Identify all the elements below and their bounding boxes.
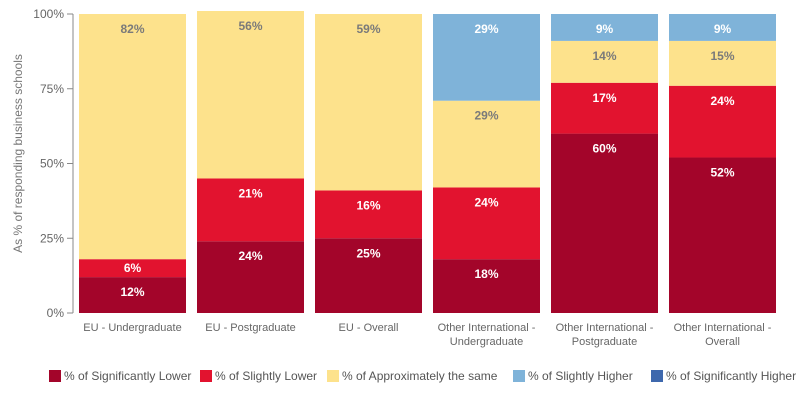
legend-label: % of Approximately the same bbox=[342, 369, 498, 383]
y-tick-label: 75% bbox=[40, 82, 64, 96]
bar-segment bbox=[433, 100, 540, 188]
legend-label: % of Slightly Higher bbox=[528, 369, 633, 383]
category-labels: EU - Undergraduate EU - Postgraduate EU - … bbox=[83, 322, 771, 348]
y-axis-ticks: 0% 25% 50% 75% 100% bbox=[33, 7, 74, 320]
data-label: 9% bbox=[714, 22, 732, 36]
data-label: 60% bbox=[592, 142, 616, 156]
y-tick-label: 50% bbox=[40, 157, 64, 171]
data-label: 29% bbox=[474, 22, 498, 36]
data-label: 56% bbox=[238, 19, 262, 33]
category-label: Other International -Overall bbox=[674, 322, 772, 348]
legend-label: % of Slightly Lower bbox=[215, 369, 317, 383]
category-label: Other International -Undergraduate bbox=[438, 322, 536, 348]
data-label: 14% bbox=[592, 49, 616, 63]
bar-segment bbox=[315, 190, 422, 239]
legend-label: % of Significantly Lower bbox=[64, 369, 191, 383]
legend-label: % of Significantly Higher bbox=[666, 369, 796, 383]
bar-segment bbox=[79, 14, 186, 260]
legend-swatch bbox=[49, 370, 61, 382]
data-label: 29% bbox=[474, 109, 498, 123]
data-label: 25% bbox=[356, 246, 380, 260]
legend-swatch bbox=[651, 370, 663, 382]
bars bbox=[79, 11, 776, 313]
data-labels: 12% 6% 82% 24% 21% 56% 25% 16% 59% 18% 24% 29% 29% 60… bbox=[120, 19, 734, 299]
legend-item: % of Significantly Lower bbox=[49, 369, 191, 383]
bar-segment bbox=[551, 14, 658, 41]
bar-segment bbox=[79, 277, 186, 313]
data-label: 59% bbox=[356, 22, 380, 36]
data-label: 9% bbox=[596, 22, 614, 36]
category-label: EU - Overall bbox=[339, 322, 399, 334]
category-label: Other International -Postgraduate bbox=[556, 322, 654, 348]
data-label: 24% bbox=[710, 94, 734, 108]
legend: % of Significantly Lower % of Slightly Lo… bbox=[49, 369, 796, 383]
data-label: 21% bbox=[238, 186, 262, 200]
y-tick-label: 25% bbox=[40, 231, 64, 245]
y-axis-title: As % of responding business schools bbox=[11, 54, 25, 253]
bar-segment bbox=[669, 14, 776, 41]
bar-segment bbox=[669, 40, 776, 86]
bar-segment bbox=[551, 133, 658, 313]
data-label: 82% bbox=[120, 22, 144, 36]
legend-swatch bbox=[327, 370, 339, 382]
bar-segment bbox=[551, 82, 658, 134]
data-label: 24% bbox=[238, 249, 262, 263]
bar-segment bbox=[315, 238, 422, 313]
data-label: 18% bbox=[474, 267, 498, 281]
y-axis-title-group: As % of responding business schools bbox=[11, 54, 25, 253]
y-tick-label: 0% bbox=[47, 306, 65, 320]
data-label: 24% bbox=[474, 195, 498, 209]
bar-segment bbox=[197, 11, 304, 179]
bar-segment bbox=[315, 14, 422, 191]
legend-item: % of Slightly Higher bbox=[513, 369, 633, 383]
bar-segment bbox=[79, 259, 186, 278]
data-label: 16% bbox=[356, 198, 380, 212]
bar-segment bbox=[669, 85, 776, 158]
bar-segment bbox=[551, 40, 658, 83]
legend-swatch bbox=[200, 370, 212, 382]
data-label: 12% bbox=[120, 285, 144, 299]
legend-item: % of Significantly Higher bbox=[651, 369, 796, 383]
legend-item: % of Approximately the same bbox=[327, 369, 498, 383]
legend-swatch bbox=[513, 370, 525, 382]
data-label: 15% bbox=[710, 49, 734, 63]
y-tick-label: 100% bbox=[33, 7, 64, 21]
bar-segment bbox=[669, 157, 776, 313]
legend-item: % of Slightly Lower bbox=[200, 369, 317, 383]
category-label: EU - Undergraduate bbox=[83, 322, 181, 334]
bar-segment bbox=[433, 14, 540, 101]
category-label: EU - Postgraduate bbox=[205, 322, 296, 334]
bar-segment bbox=[197, 241, 304, 313]
data-label: 6% bbox=[124, 261, 142, 275]
bar-segment bbox=[433, 187, 540, 260]
bar-segment bbox=[197, 178, 304, 242]
data-label: 52% bbox=[710, 166, 734, 180]
data-label: 17% bbox=[592, 91, 616, 105]
bar-segment bbox=[433, 259, 540, 313]
